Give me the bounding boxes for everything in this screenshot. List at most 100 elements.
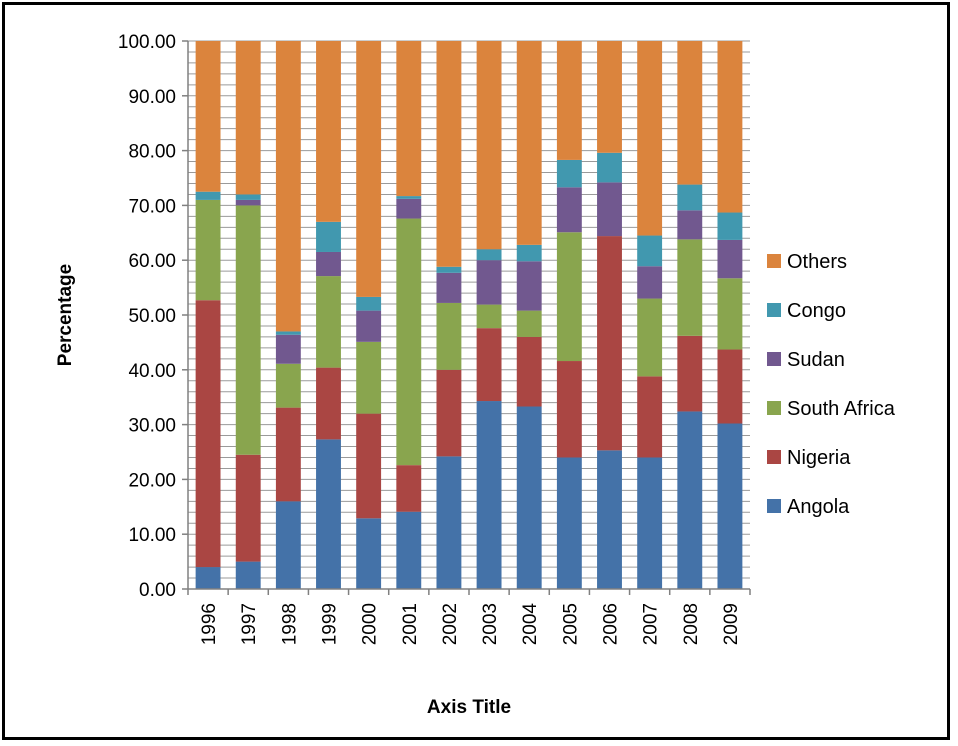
bar-segment-nigeria-1997 xyxy=(235,454,261,562)
bar-segment-sudan-2006 xyxy=(597,182,622,237)
bar-segment-nigeria-2004 xyxy=(516,336,542,407)
bar-segment-angola-2009 xyxy=(717,423,743,589)
y-axis-title: Percentage xyxy=(55,264,76,366)
bar-segment-others-2000 xyxy=(356,41,382,297)
bar-segment-sudan-2000 xyxy=(356,310,382,342)
legend-label-south-africa: South Africa xyxy=(787,398,896,420)
bar-segment-south-africa-2005 xyxy=(556,232,582,362)
y-tick-label: 40.00 xyxy=(128,361,176,382)
bar-segment-angola-2001 xyxy=(396,511,422,589)
bar-segment-others-1998 xyxy=(275,41,301,332)
bars xyxy=(195,41,743,589)
bar-segment-south-africa-1997 xyxy=(235,205,261,455)
gridlines xyxy=(188,40,750,590)
y-tick-label: 90.00 xyxy=(128,87,176,108)
bar-segment-nigeria-2006 xyxy=(597,236,622,451)
y-tick-label: 0.00 xyxy=(139,580,176,601)
bar-segment-angola-2002 xyxy=(436,456,462,589)
bar-segment-angola-1996 xyxy=(195,567,221,589)
bar-segment-south-africa-2000 xyxy=(356,341,382,414)
x-tick-label: 1997 xyxy=(239,603,260,645)
bar-segment-sudan-2008 xyxy=(677,210,703,240)
y-tick-label: 50.00 xyxy=(128,306,176,327)
x-tick-label: 2007 xyxy=(641,603,662,645)
bar-segment-congo-2007 xyxy=(637,235,663,267)
bar-segment-south-africa-2007 xyxy=(637,298,663,377)
x-tick-label: 2008 xyxy=(681,603,702,645)
bar-segment-south-africa-2001 xyxy=(396,218,422,466)
legend-swatch-angola xyxy=(767,499,781,513)
bar-segment-sudan-1998 xyxy=(275,334,301,364)
bar-segment-others-2009 xyxy=(717,41,743,213)
bar-segment-congo-2003 xyxy=(476,249,502,261)
bar-segment-congo-2008 xyxy=(677,184,703,211)
stacked-bar-chart: 0.00 10.00 20.00 30.00 40.00 50.00 60.00 70.00 8… xyxy=(55,32,896,718)
legend-swatch-nigeria xyxy=(767,450,781,464)
bar-segment-congo-2001 xyxy=(396,196,422,199)
bar-segment-others-1996 xyxy=(195,41,221,192)
bar-segment-angola-1998 xyxy=(275,501,301,589)
bar-segment-others-2001 xyxy=(396,41,422,197)
legend-label-nigeria: Nigeria xyxy=(787,447,851,469)
x-tick-label: 1996 xyxy=(199,603,220,645)
bar-segment-nigeria-2007 xyxy=(637,376,663,458)
bar-segment-others-2004 xyxy=(516,41,542,245)
bar-segment-nigeria-2000 xyxy=(356,413,382,519)
bar-segment-sudan-1997 xyxy=(235,199,261,206)
legend-label-congo: Congo xyxy=(787,300,846,322)
legend-swatch-south-africa xyxy=(767,401,781,415)
bar-segment-nigeria-2001 xyxy=(396,465,422,512)
x-tick-label: 2003 xyxy=(480,603,501,645)
bar-segment-south-africa-1996 xyxy=(195,199,221,301)
x-tick-label: 2000 xyxy=(360,603,381,645)
bar-segment-nigeria-2005 xyxy=(556,361,582,458)
bar-segment-sudan-2005 xyxy=(556,187,582,233)
y-tick-label: 10.00 xyxy=(128,525,176,546)
bar-segment-sudan-2003 xyxy=(476,260,502,305)
x-tick-label: 2006 xyxy=(601,603,622,645)
bar-segment-others-2007 xyxy=(637,41,663,236)
bar-segment-nigeria-2003 xyxy=(476,328,502,402)
bar-segment-south-africa-2009 xyxy=(717,278,743,350)
bar-segment-congo-2004 xyxy=(516,244,542,262)
x-tick-label: 1998 xyxy=(279,603,300,645)
bar-segment-south-africa-2008 xyxy=(677,239,703,336)
x-axis-title: Axis Title xyxy=(427,697,511,718)
bar-segment-south-africa-2004 xyxy=(516,310,542,337)
bar-segment-sudan-2004 xyxy=(516,261,542,311)
bar-segment-south-africa-2003 xyxy=(476,304,502,329)
bar-segment-nigeria-2008 xyxy=(677,335,703,412)
legend-swatch-sudan xyxy=(767,352,781,366)
bar-segment-angola-2005 xyxy=(556,457,582,589)
y-tick-label: 70.00 xyxy=(128,196,176,217)
bar-segment-congo-1998 xyxy=(275,331,301,335)
bar-segment-nigeria-1998 xyxy=(275,407,301,502)
bar-segment-congo-2005 xyxy=(556,159,582,188)
bar-segment-others-2008 xyxy=(677,41,703,185)
bar-segment-angola-1997 xyxy=(235,561,261,589)
bar-segment-congo-2006 xyxy=(597,152,622,183)
legend-label-sudan: Sudan xyxy=(787,349,845,371)
bar-segment-angola-2007 xyxy=(637,457,663,589)
bar-segment-south-africa-2002 xyxy=(436,302,462,370)
bar-segment-angola-2008 xyxy=(677,411,703,589)
y-tick-label: 20.00 xyxy=(128,470,176,491)
bar-segment-angola-2003 xyxy=(476,401,502,589)
bar-segment-nigeria-2002 xyxy=(436,369,462,457)
bar-segment-sudan-1999 xyxy=(316,251,341,277)
bar-segment-nigeria-1996 xyxy=(195,300,221,568)
y-tick-label: 100.00 xyxy=(118,32,176,53)
bar-segment-sudan-2001 xyxy=(396,198,422,219)
x-tick-label: 1999 xyxy=(320,603,341,645)
bar-segment-sudan-2009 xyxy=(717,239,743,279)
bar-segment-congo-1997 xyxy=(235,194,261,200)
bar-segment-congo-1999 xyxy=(316,221,341,252)
bar-segment-angola-2000 xyxy=(356,518,382,589)
bar-segment-congo-1996 xyxy=(195,191,221,200)
chart-frame: 0.00 10.00 20.00 30.00 40.00 50.00 60.00 70.00 8… xyxy=(2,2,950,740)
bar-segment-others-2002 xyxy=(436,41,462,267)
x-tick-labels: 1996 1997 1998 1999 2000 2001 2002 2003 2004 2005… xyxy=(199,603,742,646)
bar-segment-angola-1999 xyxy=(316,439,341,589)
legend-swatch-others xyxy=(767,254,781,268)
bar-segment-sudan-2007 xyxy=(637,266,663,299)
